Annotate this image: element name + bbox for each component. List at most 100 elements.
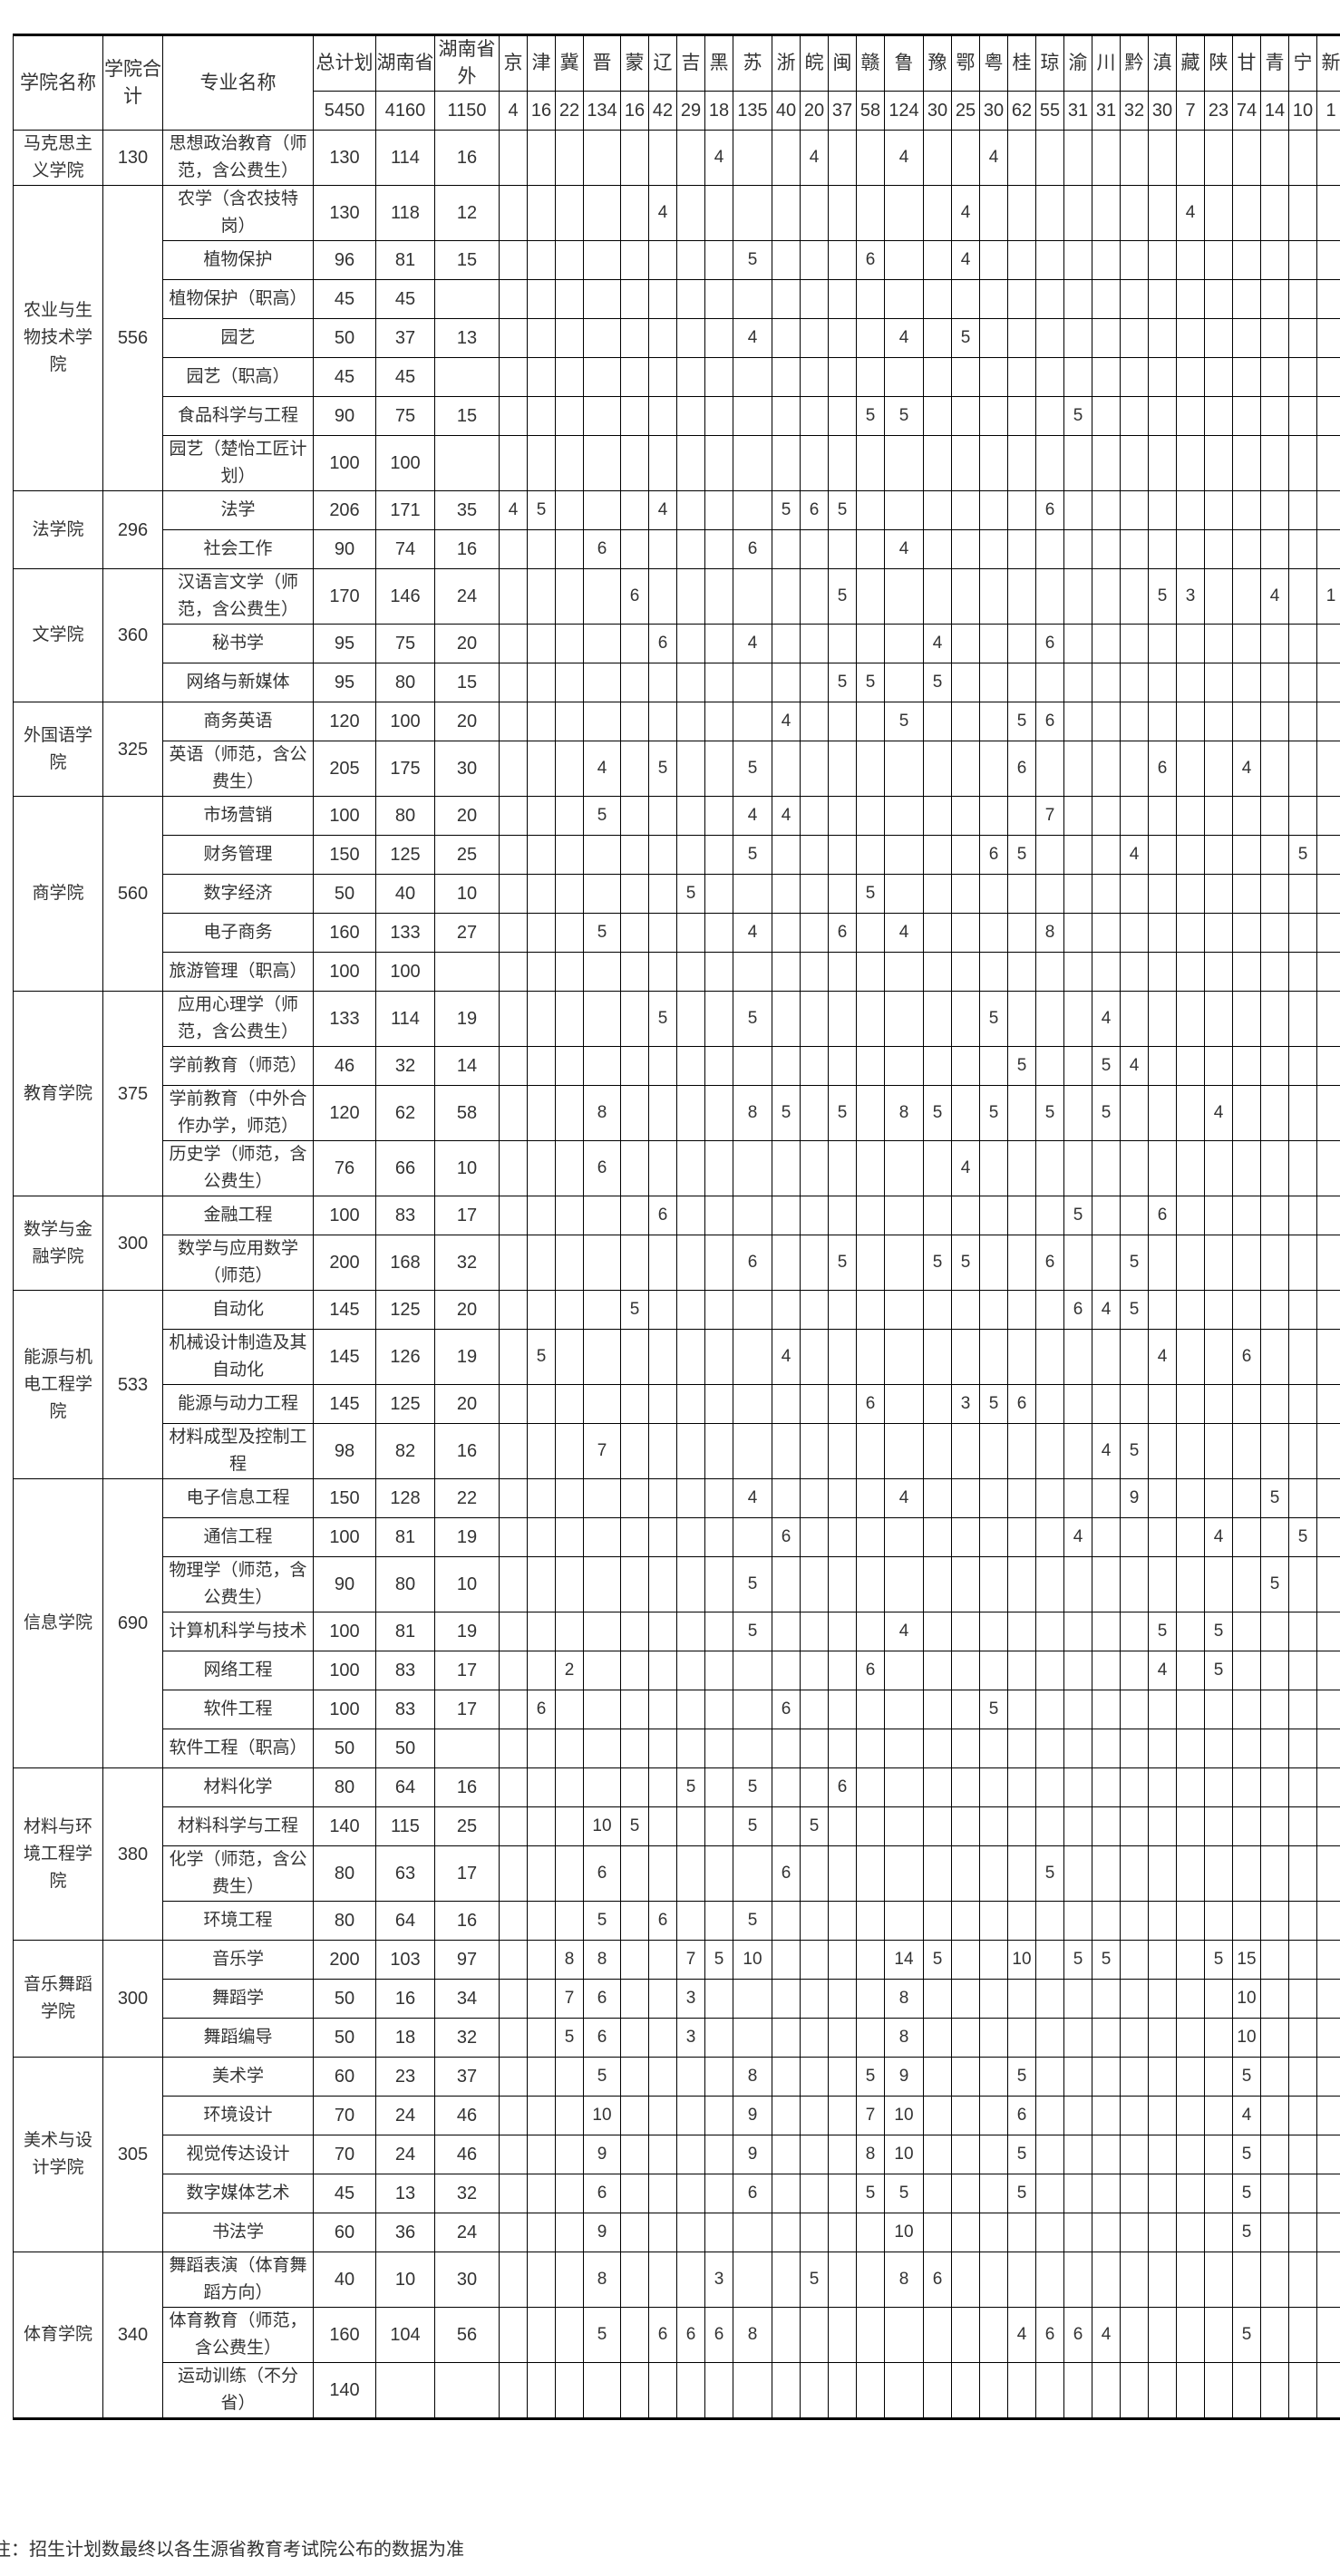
province-quota <box>676 741 705 797</box>
province-quota <box>1063 1612 1092 1651</box>
province-quota <box>648 2057 677 2097</box>
province-quota <box>772 2057 801 2097</box>
major-hunan: 125 <box>375 1384 435 1424</box>
province-quota <box>1176 2096 1205 2135</box>
college-name: 信息学院 <box>13 1478 103 1768</box>
province-total: 23 <box>1204 91 1233 131</box>
province-total: 134 <box>583 91 621 131</box>
province-quota <box>884 1196 924 1235</box>
province-quota <box>1316 1196 1340 1235</box>
province-quota <box>620 1612 649 1651</box>
province-quota: 10 <box>733 1940 772 1980</box>
province-quota <box>828 1423 857 1479</box>
province-quota <box>648 318 677 358</box>
province-quota <box>951 1845 980 1902</box>
province-quota: 5 <box>583 796 621 836</box>
province-quota <box>1260 1046 1289 1086</box>
province-quota <box>923 1729 952 1768</box>
province-quota: 4 <box>1092 1423 1121 1479</box>
college-total: 556 <box>102 185 163 491</box>
province-quota <box>1007 2018 1036 2058</box>
province-quota: 6 <box>733 1235 772 1291</box>
province-quota <box>704 1085 733 1141</box>
province-quota <box>800 952 829 992</box>
major-name: 网络与新媒体 <box>162 663 314 702</box>
province-quota: 3 <box>951 1384 980 1424</box>
province-quota <box>527 1517 556 1557</box>
province-quota <box>583 1729 621 1768</box>
province-quota <box>1288 1901 1317 1941</box>
province-quota <box>733 702 772 741</box>
province-quota <box>1260 435 1289 491</box>
province-quota <box>800 396 829 436</box>
header-province: 黑 <box>704 34 733 92</box>
province-quota <box>856 279 885 319</box>
province-quota <box>527 1767 556 1807</box>
table-row: 舞蹈学 50 16 34 7 6 3 8 10 <box>14 1979 1340 2019</box>
province-quota <box>733 1046 772 1086</box>
province-quota <box>1092 185 1121 241</box>
province-quota <box>1035 396 1064 436</box>
province-quota <box>648 702 677 741</box>
college-total: 296 <box>102 490 163 569</box>
province-quota <box>1204 1901 1233 1941</box>
province-quota <box>1288 1845 1317 1902</box>
province-quota <box>1035 130 1064 186</box>
major-plan-total: 60 <box>313 2057 376 2097</box>
province-quota: 5 <box>527 1329 556 1385</box>
province-quota <box>979 1845 1008 1902</box>
province-quota <box>676 1517 705 1557</box>
province-quota <box>1120 185 1149 241</box>
province-quota <box>1316 240 1340 280</box>
province-quota <box>1063 702 1092 741</box>
major-plan-total: 50 <box>313 318 376 358</box>
province-quota <box>1148 2252 1177 2308</box>
province-quota <box>1063 874 1092 914</box>
province-quota <box>772 991 801 1047</box>
header-outside: 湖南省外 <box>434 34 500 92</box>
province-quota <box>1148 1901 1177 1941</box>
province-quota <box>800 796 829 836</box>
major-outside: 35 <box>434 490 500 530</box>
province-quota <box>1035 1046 1064 1086</box>
major-name: 化学（师范，含公费生） <box>162 1845 314 1902</box>
province-quota <box>583 1196 621 1235</box>
province-quota <box>1007 490 1036 530</box>
province-quota: 15 <box>1232 1940 1261 1980</box>
province-quota <box>499 1940 528 1980</box>
major-hunan: 128 <box>375 1478 435 1518</box>
province-quota: 10 <box>583 2096 621 2135</box>
province-quota: 6 <box>583 2174 621 2213</box>
table-row: 运动训练（不分省） 140 <box>14 2362 1340 2419</box>
province-quota <box>856 1423 885 1479</box>
province-quota: 5 <box>527 490 556 530</box>
major-hunan: 10 <box>375 2252 435 2308</box>
major-outside: 46 <box>434 2135 500 2174</box>
table-row: 教育学院 375 应用心理学（师范，含公费生） 133 114 19 5 5 5 4 <box>13 991 1340 1196</box>
province-quota <box>856 1478 885 1518</box>
province-quota <box>1007 1085 1036 1141</box>
province-quota: 5 <box>1232 2057 1261 2097</box>
province-quota: 6 <box>1232 1329 1261 1385</box>
major-hunan: 32 <box>375 1046 435 1086</box>
province-quota <box>704 568 733 625</box>
province-quota: 6 <box>583 1979 621 2019</box>
province-quota <box>1120 1845 1149 1902</box>
table-row: 化学（师范，含公费生） 80 63 17 6 6 5 <box>14 1845 1340 1902</box>
major-plan-total: 150 <box>313 835 376 875</box>
province-quota <box>1232 130 1261 186</box>
province-quota <box>772 185 801 241</box>
province-quota <box>1007 1235 1036 1291</box>
province-quota <box>733 130 772 186</box>
header-province: 琼 <box>1035 34 1064 92</box>
province-quota <box>676 130 705 186</box>
province-quota <box>583 835 621 875</box>
province-quota <box>555 1556 584 1612</box>
province-quota <box>676 240 705 280</box>
province-quota <box>856 702 885 741</box>
province-quota <box>800 2135 829 2174</box>
header-province: 滇 <box>1148 34 1177 92</box>
province-quota: 5 <box>856 874 885 914</box>
province-quota <box>1035 279 1064 319</box>
header-province: 黔 <box>1120 34 1149 92</box>
